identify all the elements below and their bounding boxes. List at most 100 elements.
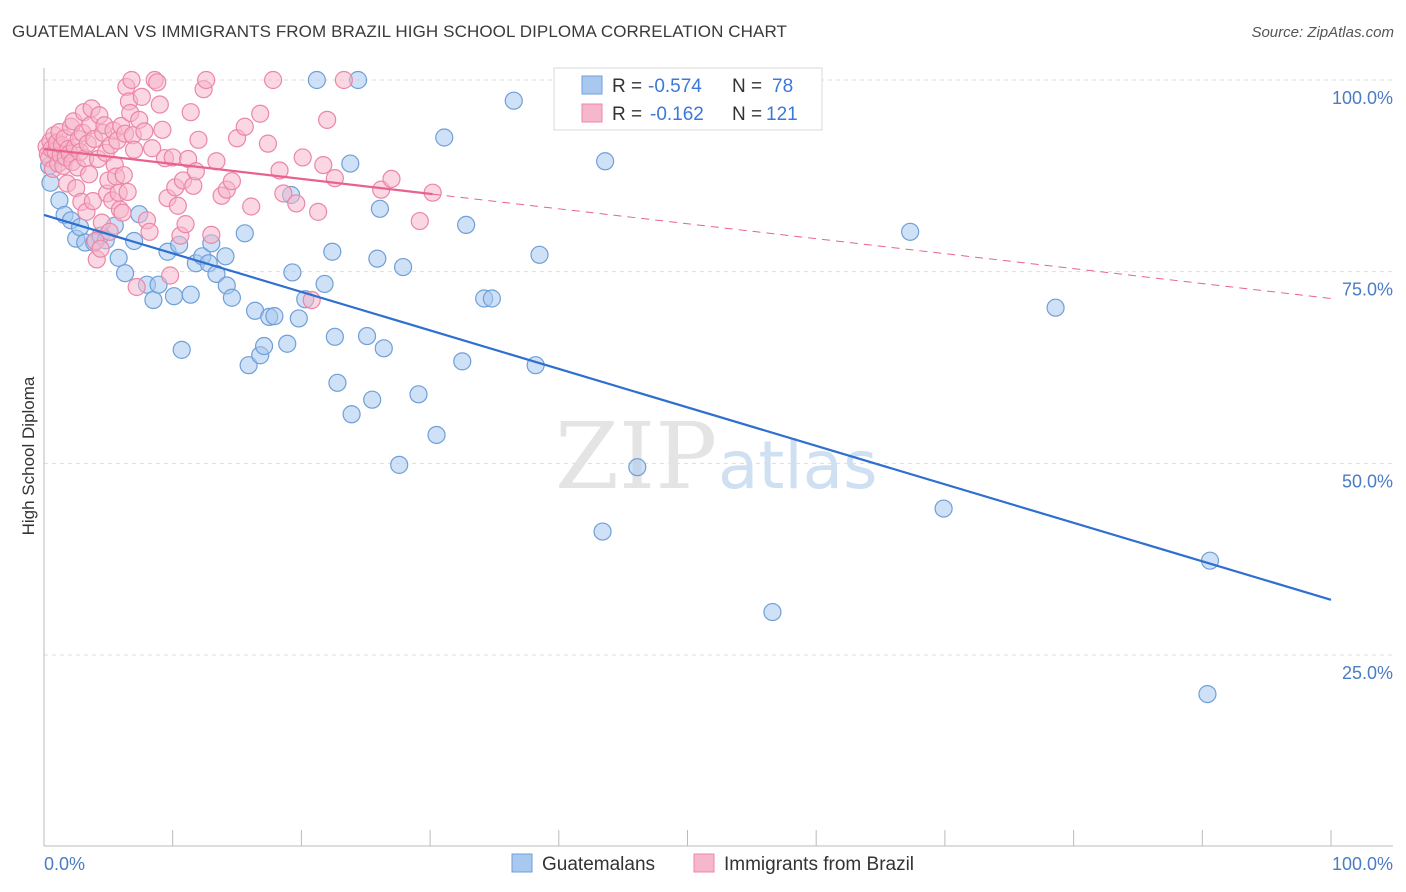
point-guatemalan [278,334,297,353]
legend-swatch-blue [581,75,603,95]
point-guatemalan [482,289,501,308]
y-tick-label: 25.0% [1342,663,1393,683]
point-brazil [202,225,221,244]
point-brazil [118,182,137,202]
point-guatemalan [393,257,413,277]
correlation-legend: R = -0.574 N = 78 R = -0.162 N = 121 [553,67,823,131]
point-guatemalan [374,339,393,358]
point-brazil [143,139,162,158]
point-guatemalan [596,152,615,171]
point-guatemalan [115,264,135,283]
point-brazil [127,277,146,297]
x-tick-label-max: 100.0% [1332,854,1393,874]
legend-swatch-pink [581,103,603,123]
point-guatemalan [164,287,184,306]
point-guatemalan [144,290,163,310]
point-brazil [83,192,103,211]
point-guatemalan [235,224,254,243]
trend-line-brazil [43,147,433,196]
point-brazil [140,222,159,241]
x-ticks [43,830,1332,846]
point-brazil [410,211,429,231]
point-brazil [189,130,208,149]
point-guatemalan [453,352,472,371]
point-brazil [79,165,99,184]
point-guatemalan [239,356,258,375]
point-guatemalan [265,307,284,326]
point-brazil [153,120,172,139]
point-brazil [251,104,270,123]
point-brazil [263,70,283,90]
x-tick-label-min: 0.0% [44,854,85,874]
point-brazil [258,134,278,153]
legend-n-label-1: N = [732,76,762,97]
point-guatemalan [254,336,274,356]
point-brazil [122,70,141,90]
trend-line-brazil-projection [432,193,1332,299]
point-guatemalan [1198,684,1217,704]
point-guatemalan [222,288,242,307]
point-brazil [91,239,110,258]
legend-n-value-1: 78 [772,76,793,97]
point-brazil [197,70,216,90]
point-guatemalan [289,309,308,328]
point-guatemalan [172,340,191,359]
y-tick-label: 100.0% [1332,88,1393,108]
y-tick-labels: 25.0% 50.0% 75.0% 100.0% [1332,88,1393,683]
point-brazil [113,203,132,222]
point-guatemalan [216,247,235,266]
point-guatemalan [325,327,344,346]
legend-r-value-2: -0.162 [650,104,704,125]
point-brazil [222,172,242,191]
point-guatemalan [628,458,647,477]
point-guatemalan [530,245,549,264]
bottom-legend-guatemalans: Guatemalans [542,854,655,875]
point-guatemalan [315,274,334,294]
point-guatemalan [763,602,782,622]
watermark-zip: ZIP [555,403,717,510]
point-brazil [181,103,200,122]
point-guatemalan [593,522,612,541]
point-brazil [334,70,353,90]
point-brazil [161,266,180,285]
point-guatemalan [342,405,361,424]
trend-line-guatemalans [43,213,1332,601]
point-brazil [270,161,289,180]
chart-title: GUATEMALAN VS IMMIGRANTS FROM BRAZIL HIG… [12,22,788,41]
point-guatemalan [109,248,128,267]
point-brazil [318,110,337,129]
watermark-atlas: atlas [718,427,878,504]
legend-r-label-1: R = [612,76,642,97]
y-tick-label: 75.0% [1342,280,1393,300]
legend-n-value-2: 121 [766,104,798,125]
point-brazil [168,196,187,215]
point-brazil [274,184,293,203]
point-brazil [150,95,169,114]
series-legend: Guatemalans Immigrants from Brazil [511,853,914,875]
bottom-swatch-pink [693,853,715,873]
point-guatemalan [409,385,428,404]
bottom-swatch-blue [511,853,533,873]
point-guatemalan [341,154,360,173]
source-label: Source: ZipAtlas.com [1251,24,1394,41]
y-tick-label: 50.0% [1342,471,1393,491]
point-guatemalan [1046,298,1065,317]
point-guatemalan [435,128,454,147]
point-brazil [114,165,133,185]
point-guatemalan [368,249,387,268]
point-guatemalan [504,91,523,110]
watermark: ZIP atlas [555,403,878,510]
point-brazil [132,87,151,106]
legend-n-label-2: N = [732,104,762,125]
legend-r-label-2: R = [612,104,642,125]
point-guatemalan [934,499,953,518]
point-brazil [135,122,154,141]
point-brazil [314,156,333,175]
y-axis-label: High School Diploma [19,376,38,535]
point-guatemalan [901,222,920,241]
point-guatemalan [307,70,326,90]
point-guatemalan [283,263,302,282]
point-guatemalan [390,455,409,474]
bottom-legend-brazil: Immigrants from Brazil [724,854,914,875]
trend-lines [43,147,1332,601]
